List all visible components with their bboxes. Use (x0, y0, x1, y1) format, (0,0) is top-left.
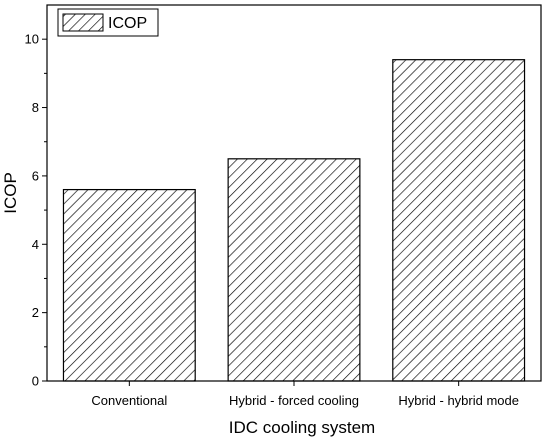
legend-label: ICOP (108, 15, 147, 32)
y-tick-label: 2 (32, 305, 39, 320)
bars-layer (62, 59, 526, 382)
y-tick-label: 0 (32, 374, 39, 389)
y-tick-label: 8 (32, 100, 39, 115)
x-category-label: Hybrid - forced cooling (229, 393, 359, 408)
x-axis-ticks: Conventional Hybrid - forced cooling Hybri… (91, 381, 519, 408)
y-tick-label: 4 (32, 237, 39, 252)
y-tick-label: 6 (32, 168, 39, 183)
legend: ICOP (57, 8, 159, 37)
x-axis-title: IDC cooling system (229, 418, 375, 437)
y-axis-ticks: 0 2 4 6 8 10 (25, 32, 47, 389)
x-category-label: Conventional (91, 393, 167, 408)
bar-hybrid-hybrid-mode (392, 59, 526, 382)
bar-conventional (62, 188, 196, 382)
x-category-label: Hybrid - hybrid mode (398, 393, 519, 408)
y-tick-label: 10 (25, 32, 39, 47)
legend-swatch (62, 13, 104, 32)
y-axis-title: ICOP (1, 172, 20, 214)
bar-hybrid-forced-cooling (227, 158, 361, 382)
